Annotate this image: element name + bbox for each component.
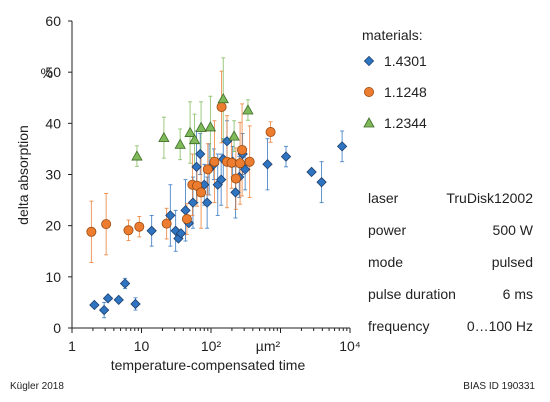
x-tick-label: 1: [68, 338, 76, 354]
data-point-circle: [134, 221, 145, 232]
data-point-circle: [101, 219, 112, 230]
x-axis-title: temperature-compensated time: [111, 357, 306, 373]
parameter-value: 0…100 Hz: [466, 318, 533, 334]
data-point-circle: [161, 218, 172, 229]
parameter-value: 500 W: [492, 222, 533, 238]
axes: 0 10 20 30 40 50 60 1 10 10² 10⁴: [45, 13, 360, 354]
data-point-triangle: [242, 104, 254, 115]
parameter-label: pulse duration: [368, 286, 456, 302]
data-point-circle: [196, 187, 207, 198]
legend-marker: [363, 55, 375, 67]
parameter-label: laser: [368, 190, 399, 206]
data-point-diamond: [195, 148, 206, 160]
y-tick-label: 0: [53, 320, 61, 336]
data-point-diamond: [262, 159, 273, 170]
data-point-diamond: [230, 187, 241, 198]
y-tick-label: 10: [45, 269, 61, 285]
x-tick-label: 10²: [201, 338, 222, 354]
legend-label: 1.1248: [384, 84, 427, 100]
parameter-row: mode pulsed: [368, 254, 533, 272]
series-1.2344: [131, 92, 254, 161]
data-point-diamond: [113, 294, 124, 306]
y-tick-label: 50: [45, 64, 61, 80]
data-point-triangle: [174, 138, 186, 149]
parameter-row: frequency 0…100 Hz: [368, 318, 533, 336]
parameter-row: pulse duration 6 ms: [368, 286, 533, 304]
legend-label: 1.4301: [384, 53, 427, 69]
data-point-diamond: [316, 177, 327, 188]
data-point-diamond: [336, 141, 348, 152]
parameter-label: frequency: [368, 318, 430, 334]
data-point-diamond: [215, 174, 227, 185]
parameter-label: power: [368, 222, 407, 238]
data-point-triangle: [204, 121, 217, 132]
y-axis-title: delta absorption: [15, 125, 31, 225]
data-point-circle: [181, 214, 192, 225]
legend-marker: [364, 87, 374, 97]
data-point-diamond: [191, 161, 202, 172]
data-point-circle: [123, 225, 134, 236]
data-point-circle: [237, 144, 248, 155]
parameter-row: power 500 W: [368, 222, 533, 240]
data-point-diamond: [130, 298, 141, 310]
data-point-triangle: [363, 117, 375, 128]
parameter-label: mode: [368, 254, 404, 270]
y-tick-label: 60: [45, 13, 61, 29]
data-point-triangle: [228, 130, 240, 141]
data-point-diamond: [165, 210, 176, 221]
y-tick-label: 20: [45, 218, 61, 234]
parameter-row: laser TruDisk12002: [368, 190, 533, 208]
x-tick-label: 10: [134, 338, 150, 354]
data-point-circle: [364, 87, 374, 97]
data-point-triangle: [184, 126, 196, 137]
data-point-triangle: [131, 150, 143, 161]
data-point-circle: [235, 158, 246, 169]
data-point-diamond: [89, 299, 100, 311]
data-point-diamond: [146, 225, 157, 236]
data-point-diamond: [201, 197, 213, 208]
y-unit-label: %: [41, 65, 53, 81]
data-point-diamond: [102, 293, 114, 304]
data-point-circle: [244, 156, 255, 167]
data-point-circle: [230, 173, 241, 184]
data-point-circle: [226, 157, 237, 168]
y-tick-label: 30: [45, 167, 61, 183]
series-1.1248: [86, 101, 276, 237]
data-point-triangle: [188, 133, 201, 145]
data-point-diamond: [98, 304, 110, 316]
data-point-diamond: [180, 205, 191, 216]
x-unit-label: µm²: [256, 338, 281, 354]
legend-title: materials:: [362, 27, 423, 43]
data-point-diamond: [280, 151, 292, 162]
data-point-diamond: [306, 166, 317, 178]
data-point-diamond: [119, 278, 131, 289]
data-point-triangle: [217, 92, 229, 104]
y-tick-label: 40: [45, 115, 61, 131]
x-tick-label: 10⁴: [339, 338, 361, 354]
data-point-diamond: [175, 228, 187, 239]
footer-id: BIAS ID 190331: [463, 381, 535, 392]
data-point-triangle: [158, 131, 170, 143]
data-point-circle: [265, 127, 276, 138]
data-point-circle: [202, 164, 213, 175]
data-markers: [86, 92, 348, 316]
parameter-value: TruDisk12002: [446, 190, 533, 206]
footer-author: Kügler 2018: [10, 381, 64, 392]
legend-marker: [363, 117, 375, 128]
legend-label: 1.2344: [384, 115, 427, 131]
data-point-diamond: [363, 55, 375, 67]
data-point-triangle: [195, 121, 207, 132]
data-point-circle: [86, 226, 97, 237]
data-point-circle: [209, 156, 220, 167]
parameter-value: pulsed: [491, 254, 533, 270]
data-point-diamond: [187, 197, 199, 208]
parameter-value: 6 ms: [502, 286, 533, 302]
data-point-circle: [216, 101, 227, 112]
